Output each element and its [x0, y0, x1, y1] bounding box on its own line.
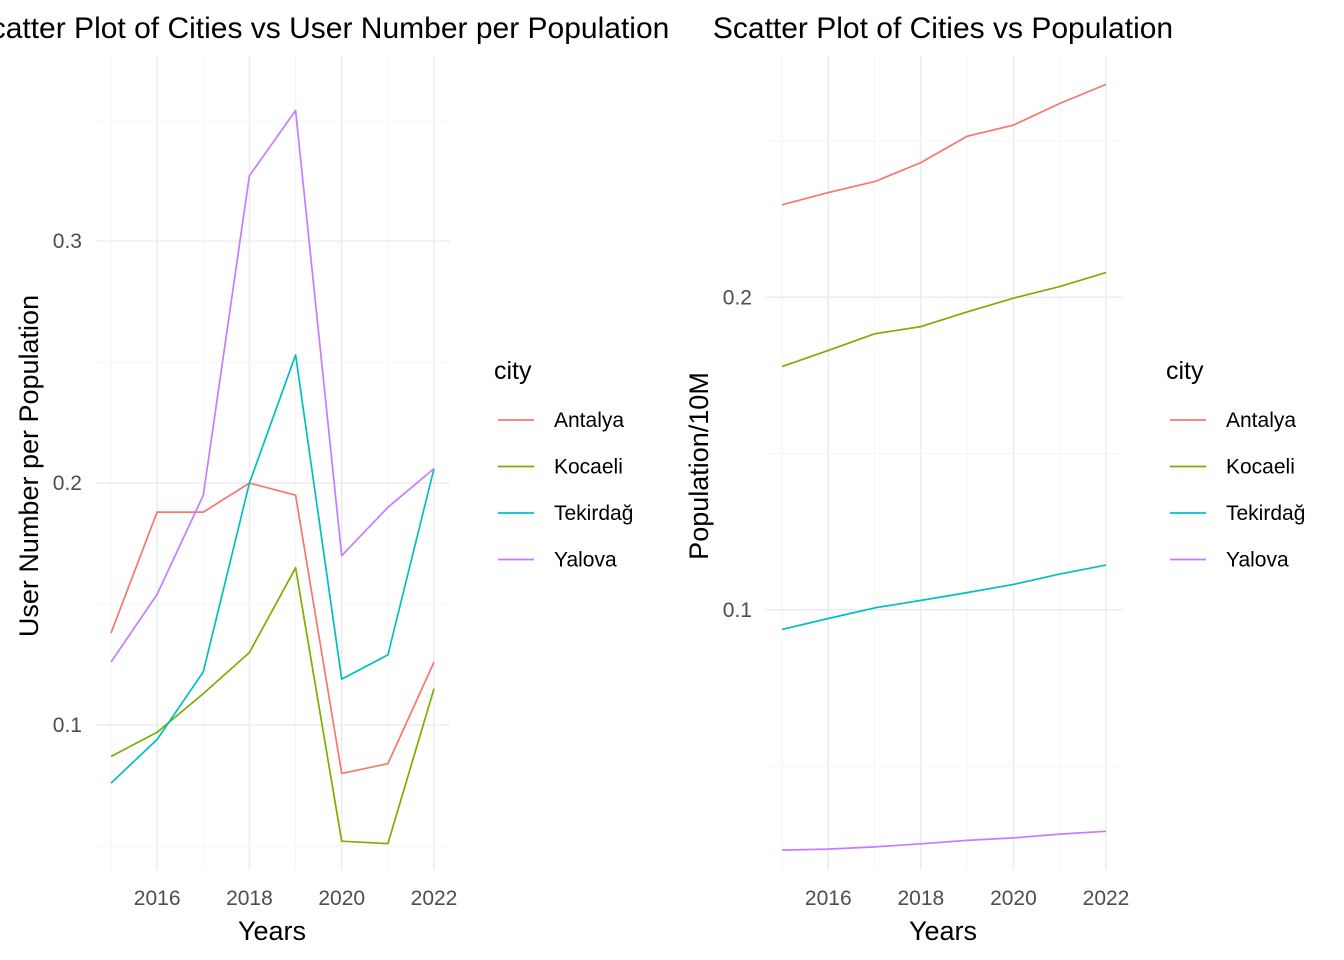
- left-x-tick-labels: 2016 2018 2020 2022: [134, 887, 458, 910]
- left-legend-title: city: [494, 357, 532, 385]
- legend-label: Antalya: [1226, 409, 1296, 432]
- left-x-axis-title: Years: [238, 916, 306, 946]
- legend-label: Tekirdağ: [554, 502, 633, 525]
- series-line-kocaeli: [781, 271, 1107, 368]
- legend-label: Kocaeli: [554, 456, 623, 479]
- x-tick-label: 2016: [134, 887, 181, 910]
- right-y-axis-title: Population/10M: [684, 372, 714, 560]
- series-line-antalya: [781, 83, 1107, 206]
- series-line-tekirda-: [781, 564, 1107, 631]
- series-line-yalova: [781, 830, 1107, 851]
- left-y-axis-title: User Number per Population: [14, 295, 44, 637]
- x-tick-label: 2020: [318, 887, 365, 910]
- y-tick-label: 0.1: [53, 714, 82, 737]
- legend-label: Yalova: [1226, 549, 1289, 572]
- left-y-tick-labels: 0.1 0.2 0.3: [53, 230, 82, 737]
- x-tick-label: 2022: [1083, 887, 1130, 910]
- series-line-kocaeli: [110, 566, 435, 845]
- legend-label: Yalova: [554, 549, 617, 572]
- right-legend-title: city: [1166, 357, 1204, 385]
- y-tick-label: 0.3: [53, 230, 82, 253]
- left-series-lines: [110, 109, 435, 845]
- x-tick-label: 2016: [805, 887, 852, 910]
- y-tick-label: 0.2: [723, 286, 752, 309]
- legend-label: Tekirdağ: [1226, 502, 1305, 525]
- x-tick-label: 2022: [411, 887, 458, 910]
- right-x-tick-labels: 2016 2018 2020 2022: [805, 887, 1129, 910]
- right-grid: [766, 56, 1122, 870]
- y-tick-label: 0.1: [723, 599, 752, 622]
- series-line-antalya: [110, 482, 435, 775]
- left-chart-panel: Scatter Plot of Cities vs User Number pe…: [0, 12, 669, 946]
- legend-label: Kocaeli: [1226, 456, 1295, 479]
- left-legend: city Antalya Kocaeli Tekirdağ Yalova: [494, 357, 633, 572]
- left-chart-title: Scatter Plot of Cities vs User Number pe…: [0, 12, 669, 45]
- x-tick-label: 2018: [897, 887, 944, 910]
- right-y-tick-labels: 0.1 0.2: [723, 286, 752, 622]
- series-line-tekirda-: [110, 354, 435, 784]
- series-line-yalova: [110, 109, 435, 663]
- y-tick-label: 0.2: [53, 472, 82, 495]
- right-legend: city Antalya Kocaeli Tekirdağ Yalova: [1166, 357, 1305, 572]
- right-chart-title: Scatter Plot of Cities vs Population: [713, 12, 1173, 45]
- right-x-axis-title: Years: [909, 916, 977, 946]
- x-tick-label: 2018: [226, 887, 273, 910]
- left-grid: [96, 56, 450, 870]
- right-series-lines: [781, 83, 1107, 851]
- x-tick-label: 2020: [990, 887, 1037, 910]
- right-chart-panel: Scatter Plot of Cities vs Population 201…: [684, 12, 1305, 946]
- legend-label: Antalya: [554, 409, 624, 432]
